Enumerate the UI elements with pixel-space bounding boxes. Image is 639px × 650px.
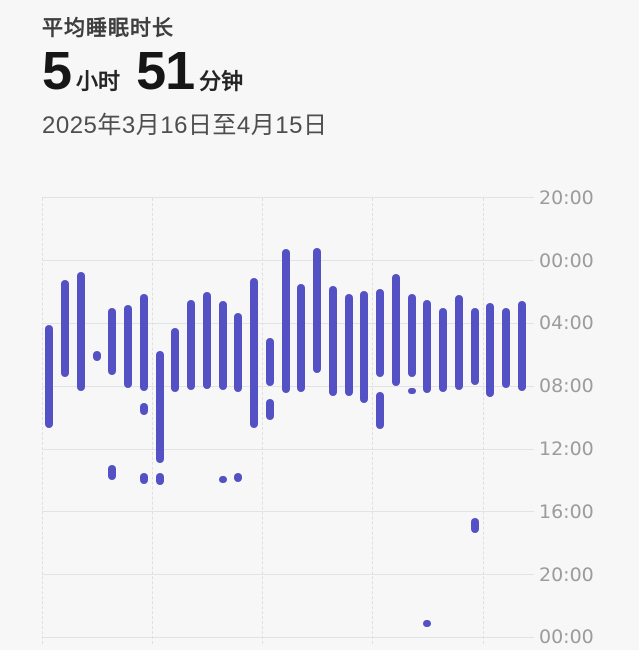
gridline-vertical-week bbox=[262, 197, 263, 645]
y-axis-tick-label: 12:00 bbox=[539, 438, 594, 460]
sleep-bar-day-25 bbox=[423, 620, 432, 628]
sleep-bar-day-27 bbox=[454, 295, 463, 391]
page-title: 平均睡眠时长 bbox=[42, 17, 174, 40]
y-axis-tick-label: 08:00 bbox=[539, 375, 594, 398]
average-sleep-value: 5 小时 51 分钟 bbox=[42, 44, 243, 98]
sleep-bar-day-13 bbox=[234, 313, 243, 392]
sleep-bar-day-19 bbox=[328, 285, 337, 396]
gridline-vertical-week bbox=[372, 197, 374, 645]
sleep-bar-day-14 bbox=[250, 277, 259, 428]
sleep-bar-day-4 bbox=[92, 351, 101, 362]
y-axis-tick-label: 00:00 bbox=[539, 249, 594, 272]
sleep-bar-day-16 bbox=[281, 248, 290, 394]
gridline-vertical-week bbox=[151, 197, 153, 645]
sleep-bar-day-8 bbox=[155, 473, 164, 486]
sleep-bar-day-25 bbox=[423, 299, 432, 394]
sleep-bar-day-17 bbox=[297, 284, 306, 392]
sleep-bar-day-12 bbox=[218, 301, 227, 391]
sleep-bar-day-18 bbox=[313, 248, 322, 373]
gridline-vertical-week bbox=[41, 197, 43, 645]
sleep-bar-day-21 bbox=[360, 291, 369, 404]
gridline-horizontal bbox=[41, 511, 534, 513]
hours-value: 5 bbox=[42, 41, 72, 101]
sleep-bar-day-22 bbox=[376, 288, 385, 377]
hours-unit: 小时 bbox=[76, 69, 121, 94]
sleep-bar-day-24 bbox=[407, 387, 416, 395]
y-axis-tick-label: 16:00 bbox=[539, 500, 594, 523]
sleep-bar-day-12 bbox=[218, 475, 227, 483]
gridline-horizontal bbox=[41, 636, 534, 638]
sleep-bar-day-1 bbox=[45, 324, 54, 428]
sleep-bar-day-30 bbox=[502, 308, 511, 388]
sleep-bar-day-22 bbox=[376, 391, 385, 430]
sleep-bar-day-13 bbox=[234, 472, 243, 482]
sleep-bar-day-3 bbox=[76, 272, 85, 391]
gridline-horizontal bbox=[41, 574, 534, 576]
sleep-bar-day-8 bbox=[155, 350, 164, 464]
y-axis-tick-label: 04:00 bbox=[539, 312, 594, 335]
sleep-bar-day-15 bbox=[265, 337, 274, 387]
sleep-bar-day-10 bbox=[187, 299, 196, 391]
sleep-bar-day-28 bbox=[470, 307, 479, 386]
sleep-bar-day-11 bbox=[202, 292, 211, 389]
sleep-bar-day-28 bbox=[470, 518, 479, 533]
sleep-bar-day-5 bbox=[108, 465, 117, 481]
sleep-bar-day-9 bbox=[171, 328, 180, 393]
minutes-value: 51 bbox=[136, 41, 195, 101]
sleep-bar-day-7 bbox=[139, 403, 148, 416]
minutes-unit: 分钟 bbox=[199, 69, 244, 94]
sleep-bar-day-23 bbox=[391, 273, 400, 387]
sleep-bar-day-7 bbox=[139, 294, 148, 391]
sleep-bar-day-26 bbox=[439, 307, 448, 392]
y-axis-tick-label: 00:00 bbox=[539, 626, 594, 649]
y-axis-tick-label: 20:00 bbox=[539, 186, 594, 209]
sleep-bar-day-6 bbox=[124, 305, 133, 389]
gridline-horizontal bbox=[41, 448, 534, 450]
y-axis-tick-label: 20:00 bbox=[539, 563, 594, 586]
sleep-bar-day-24 bbox=[407, 293, 416, 377]
date-range: 2025年3月16日至4月15日 bbox=[42, 112, 328, 139]
gridline-vertical-week bbox=[482, 197, 484, 645]
gridline-horizontal bbox=[41, 197, 534, 199]
sleep-bar-day-7 bbox=[139, 473, 148, 484]
sleep-bar-day-20 bbox=[344, 293, 353, 396]
sleep-bar-day-5 bbox=[108, 307, 117, 376]
sleep-bar-day-29 bbox=[486, 302, 495, 398]
sleep-bar-day-15 bbox=[265, 398, 274, 420]
sleep-bar-day-31 bbox=[517, 301, 526, 391]
sleep-bar-day-2 bbox=[61, 279, 70, 377]
